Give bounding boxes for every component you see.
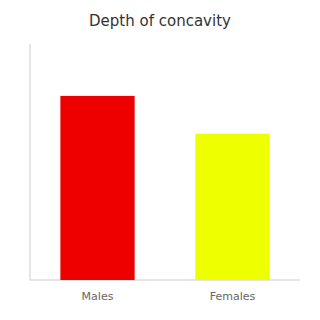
y-axis-line bbox=[30, 44, 31, 280]
chart-container: Depth of concavity Males Females bbox=[0, 0, 320, 320]
title: Depth of concavity bbox=[89, 12, 231, 30]
x-tick-label: Females bbox=[210, 290, 256, 303]
x-tick-label: Males bbox=[82, 290, 114, 303]
bar bbox=[60, 96, 134, 280]
bar bbox=[195, 134, 269, 280]
chart: Depth of concavity Males Females bbox=[0, 0, 320, 320]
bars bbox=[60, 96, 269, 280]
